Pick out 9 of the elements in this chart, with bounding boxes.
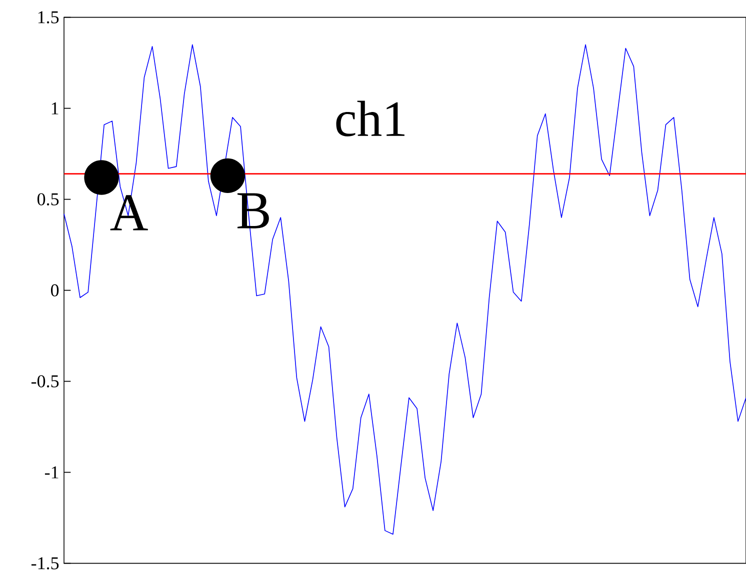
- y-tick-label: -0.5: [31, 375, 59, 388]
- y-tick-label: -1.5: [31, 557, 59, 570]
- text: ch1: [336, 100, 404, 136]
- y-tick-label: 0.5: [37, 193, 59, 206]
- y-tick-label: 0: [50, 284, 59, 296]
- y-tick-label: 1.5: [38, 11, 59, 24]
- y-tick-label: 1: [52, 102, 58, 114]
- y-tick-label: -1: [44, 466, 58, 478]
- annotation: A: [110, 195, 148, 230]
